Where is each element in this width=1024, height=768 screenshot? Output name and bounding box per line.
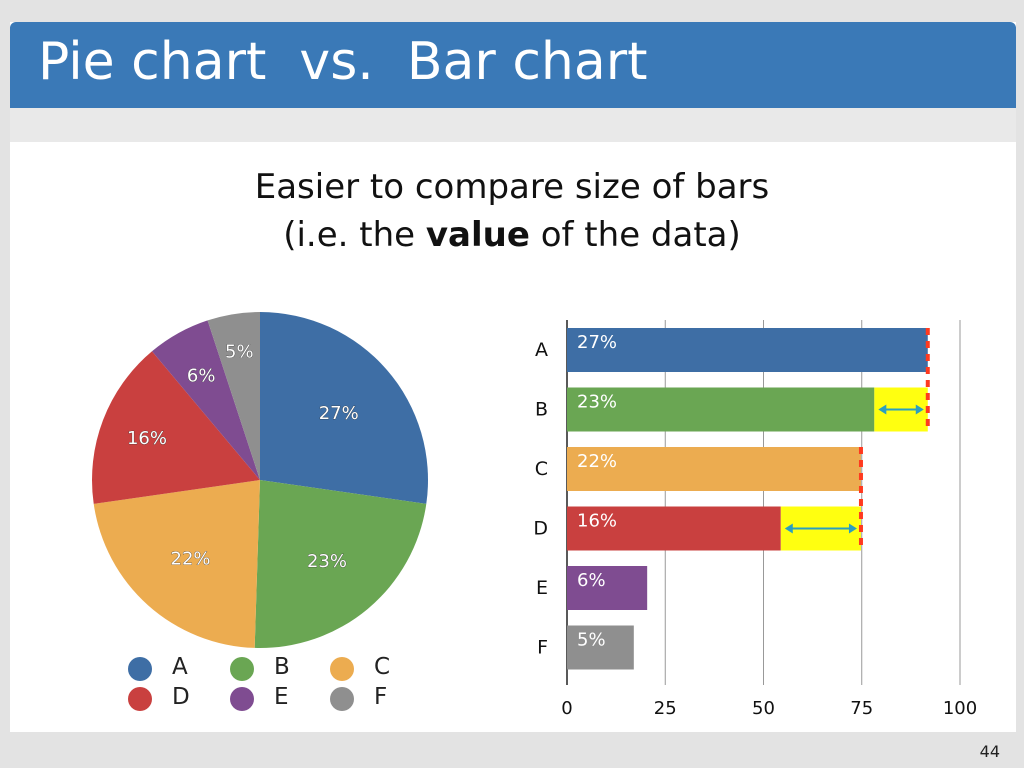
legend-swatch-a <box>128 657 152 681</box>
pie-label-a: 27% <box>319 403 359 424</box>
legend-label-e: E <box>274 684 289 710</box>
x-tick-label-100: 100 <box>943 698 977 719</box>
legend-label-d: D <box>172 684 190 710</box>
pie-slice-b <box>254 480 427 648</box>
slide-title: Pie chart vs. Bar chart <box>38 32 648 92</box>
bar-label-a: 27% <box>577 332 617 353</box>
pie-label-d: 16% <box>127 428 167 449</box>
pie-slice-d <box>92 351 260 504</box>
pie-slice-e <box>152 320 260 480</box>
pie-label-f: 5% <box>225 342 254 363</box>
legend-label-f: F <box>374 684 388 710</box>
y-tick-label-a: A <box>535 339 548 361</box>
title-bar: Pie chart vs. Bar chart <box>10 22 1016 108</box>
page-number: 44 <box>979 742 1000 761</box>
y-tick-label-c: C <box>535 458 548 480</box>
pie-slice-f <box>207 312 260 480</box>
bar-chart: 0 25 50 75 100 A 27% B 23% C 22% D 16% E 6% F 5% <box>533 320 977 719</box>
pie-slice-c <box>93 480 261 648</box>
pie-label-e: 6% <box>187 365 216 386</box>
y-tick-label-f: F <box>537 637 548 659</box>
y-tick-label-d: D <box>533 518 548 540</box>
bar-label-d: 16% <box>577 511 617 532</box>
subtitle-line-2-post: of the data) <box>529 215 741 255</box>
bar-label-c: 22% <box>577 451 617 472</box>
bar-d <box>567 506 781 551</box>
bar-c <box>567 447 861 491</box>
legend-label-b: B <box>274 654 290 680</box>
pie-chart: 27% 23% 22% 16% 6% 5% <box>92 312 428 648</box>
legend-label-c: C <box>374 654 391 680</box>
y-tick-label-b: B <box>535 399 548 421</box>
pie-slice-a <box>260 312 428 504</box>
bar-b <box>567 387 875 432</box>
legend-swatch-c <box>330 657 354 681</box>
subtitle-line-1: Easier to compare size of bars <box>254 167 770 207</box>
legend-label-a: A <box>172 654 188 680</box>
x-tick-label-50: 50 <box>752 698 775 719</box>
bar-f <box>567 625 634 670</box>
pie-label-b: 23% <box>307 551 347 572</box>
title-underbar <box>10 108 1016 142</box>
legend-swatch-e <box>230 687 254 711</box>
legend-swatch-f <box>330 687 354 711</box>
subtitle-line-2-pre: (i.e. the <box>283 215 426 255</box>
bar-e <box>567 566 648 610</box>
gap-arrowheads-d <box>784 523 857 534</box>
bar-label-b: 23% <box>577 392 617 413</box>
x-tick-label-75: 75 <box>850 698 873 719</box>
bar-label-f: 5% <box>577 630 606 651</box>
legend-swatch-b <box>230 657 254 681</box>
x-tick-label-25: 25 <box>654 698 677 719</box>
pie-label-c: 22% <box>171 549 211 570</box>
bar-label-e: 6% <box>577 570 606 591</box>
y-tick-label-e: E <box>536 577 548 599</box>
bar-a <box>567 328 928 372</box>
subtitle-emphasis: value <box>425 215 530 255</box>
legend-swatch-d <box>128 687 152 711</box>
x-tick-label-0: 0 <box>561 698 572 719</box>
subtitle-line-2: (i.e. the value of the data) <box>0 211 1024 259</box>
